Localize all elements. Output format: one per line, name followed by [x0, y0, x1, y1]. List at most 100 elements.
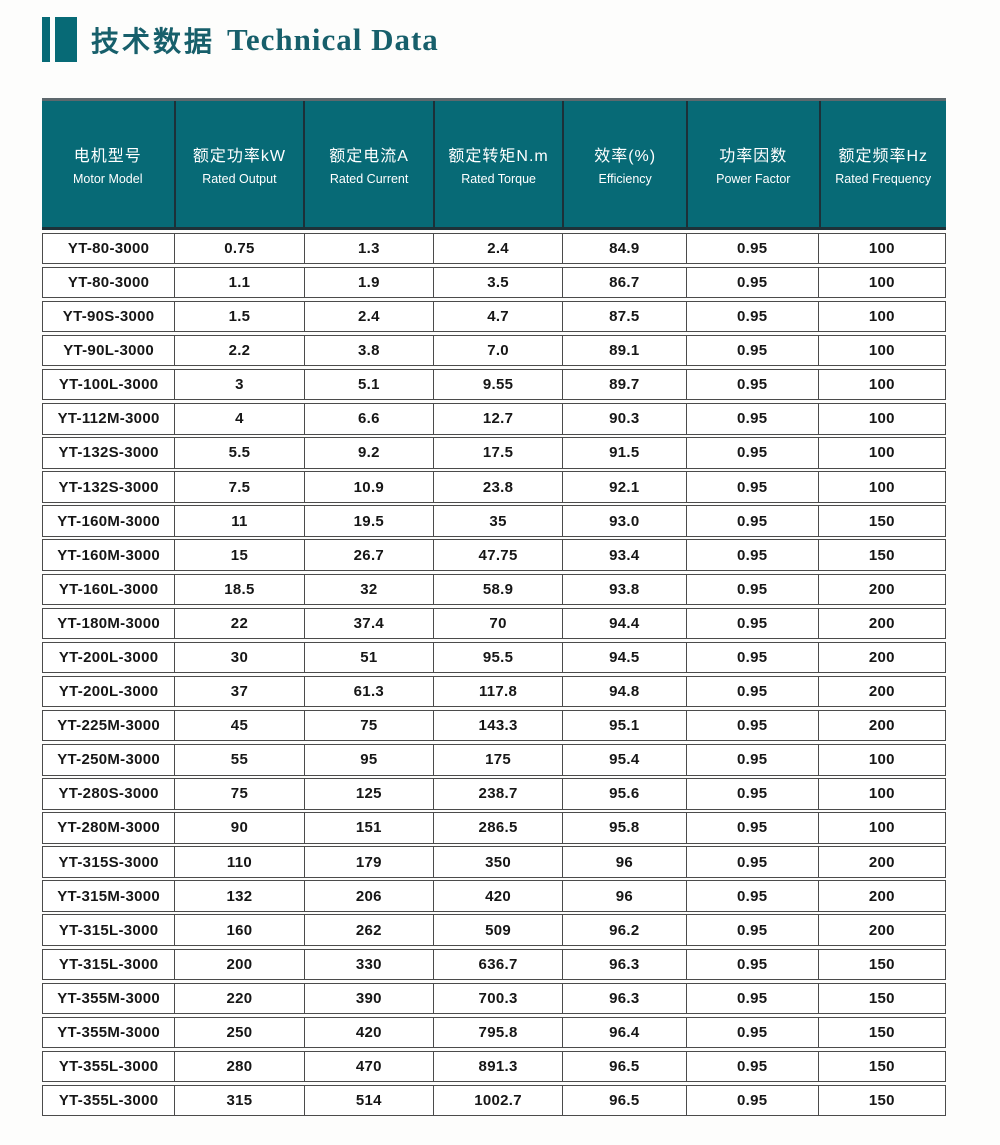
column-header-en: Power Factor	[716, 172, 791, 186]
table-cell: 150	[817, 983, 945, 1014]
table-cell: 286.5	[433, 813, 562, 843]
table-cell: YT-280S-3000	[58, 785, 159, 803]
table-cell: 1.3	[303, 233, 433, 264]
page-title-en: Technical Data	[227, 21, 439, 57]
technical-data-table: 电机型号 Motor Model 额定功率kW Rated Output 额定电…	[42, 98, 946, 1117]
table-cell: 0.75	[174, 233, 303, 264]
table-cell: 4.7	[433, 301, 562, 332]
table-cell: 200	[817, 608, 945, 639]
table-cell: 96.5	[562, 1051, 686, 1082]
table-cell: YT-160M-3000	[57, 512, 161, 530]
table-cell: 200	[174, 949, 303, 980]
table-row: YT-90L-3000 2.2 3.8 7.0 89.1 0.95 100	[42, 334, 946, 367]
table-cell: 100	[817, 404, 945, 434]
table-cell: 86.7	[562, 267, 686, 298]
table-cell: 390	[303, 983, 433, 1014]
table-cell: 175	[433, 745, 562, 775]
table-cell: 11	[174, 506, 303, 536]
table-cell: YT-315L-3000	[58, 955, 159, 973]
table-row: YT-100L-3000 3 5.1 9.55 89.7 0.95 100	[42, 368, 946, 401]
table-cell: 100	[817, 779, 945, 809]
table-cell: 1.9	[303, 267, 433, 298]
table-cell: 150	[817, 949, 945, 980]
table-cell: 89.1	[562, 335, 686, 366]
table-cell: 3.8	[303, 335, 433, 366]
table-cell: 22	[174, 608, 303, 639]
table-cell: 58.9	[433, 574, 562, 605]
table-cell: YT-180M-3000	[57, 614, 161, 632]
table-cell: 1.5	[174, 301, 303, 332]
table-cell: 95.8	[562, 813, 686, 843]
table-cell: 2.4	[433, 233, 562, 264]
table-cell: 0.95	[685, 1017, 818, 1048]
table-cell: 0.95	[685, 438, 818, 468]
table-cell: YT-355L-3000	[58, 1092, 159, 1110]
table-cell: YT-315M-3000	[57, 887, 161, 905]
table-cell: 795.8	[433, 1017, 562, 1048]
table-cell: 117.8	[433, 676, 562, 707]
table-cell: 26.7	[303, 540, 433, 570]
table-cell: YT-315L-3000	[58, 921, 159, 939]
table-cell: 700.3	[433, 983, 562, 1014]
table-cell: 9.55	[433, 369, 562, 400]
table-cell: YT-90L-3000	[63, 342, 155, 360]
table-cell: 891.3	[433, 1051, 562, 1082]
table-cell: 0.95	[685, 881, 818, 911]
table-cell: 96.5	[562, 1085, 686, 1116]
table-cell: 150	[817, 540, 945, 570]
table-cell: 95.1	[562, 710, 686, 741]
column-header-zh: 额定转矩N.m	[448, 148, 549, 165]
table-cell: 75	[174, 779, 303, 809]
table-cell: 0.95	[685, 574, 818, 605]
table-cell: 220	[174, 983, 303, 1014]
table-cell: 0.95	[685, 233, 818, 264]
column-header-en: Rated Output	[202, 172, 277, 186]
table-row: YT-200L-3000 37 61.3 117.8 94.8 0.95 200	[42, 675, 946, 708]
table-cell: 200	[817, 847, 945, 877]
table-cell: 514	[303, 1085, 433, 1116]
table-cell: 47.75	[433, 540, 562, 570]
table-cell: YT-112M-3000	[57, 410, 160, 428]
title-accent-bar-thin	[42, 17, 50, 62]
table-cell: 94.8	[562, 676, 686, 707]
table-cell: 30	[174, 642, 303, 673]
table-cell: YT-315S-3000	[58, 853, 159, 871]
table-cell: 96.3	[562, 983, 686, 1014]
column-header-en: Rated Current	[329, 172, 409, 186]
table-cell: YT-225M-3000	[57, 717, 161, 735]
table-cell: YT-200L-3000	[58, 648, 159, 666]
table-cell: 150	[817, 506, 945, 536]
table-cell: 32	[303, 574, 433, 605]
title-accent-bar-thick	[55, 17, 77, 62]
table-cell: 90.3	[562, 404, 686, 434]
table-cell: 89.7	[562, 369, 686, 400]
table-row: YT-112M-3000 4 6.6 12.7 90.3 0.95 100	[42, 403, 946, 435]
table-row: YT-90S-3000 1.5 2.4 4.7 87.5 0.95 100	[42, 300, 946, 333]
table-cell: 92.1	[562, 472, 686, 502]
table-cell: YT-90S-3000	[62, 308, 155, 326]
table-cell: 0.95	[685, 540, 818, 570]
column-header-en: Motor Model	[73, 172, 143, 186]
table-cell: YT-200L-3000	[58, 683, 159, 701]
table-cell: YT-80-3000	[67, 273, 150, 291]
table-cell: 84.9	[562, 233, 686, 264]
table-cell: 6.6	[303, 404, 433, 434]
table-cell: 150	[817, 1051, 945, 1082]
table-row: YT-160M-3000 15 26.7 47.75 93.4 0.95 150	[42, 539, 946, 571]
page-title: 技术数据 Technical Data	[91, 17, 439, 62]
table-cell: 94.5	[562, 642, 686, 673]
table-cell: 200	[817, 676, 945, 707]
column-header-zh: 额定频率Hz	[838, 148, 928, 165]
table-cell: 143.3	[433, 710, 562, 741]
table-cell: 150	[817, 1085, 945, 1116]
table-cell: 15	[174, 540, 303, 570]
table-row: YT-160L-3000 18.5 32 58.9 93.8 0.95 200	[42, 573, 946, 606]
table-cell: 200	[817, 915, 945, 945]
table-cell: 179	[303, 847, 433, 877]
table-row: YT-250M-3000 55 95 175 95.4 0.95 100	[42, 744, 946, 776]
table-cell: 100	[817, 233, 945, 264]
table-row: YT-355L-3000 280 470 891.3 96.5 0.95 150	[42, 1050, 946, 1083]
table-cell: 0.95	[685, 472, 818, 502]
table-row: YT-200L-3000 30 51 95.5 94.5 0.95 200	[42, 641, 946, 674]
table-cell: 96.3	[562, 949, 686, 980]
